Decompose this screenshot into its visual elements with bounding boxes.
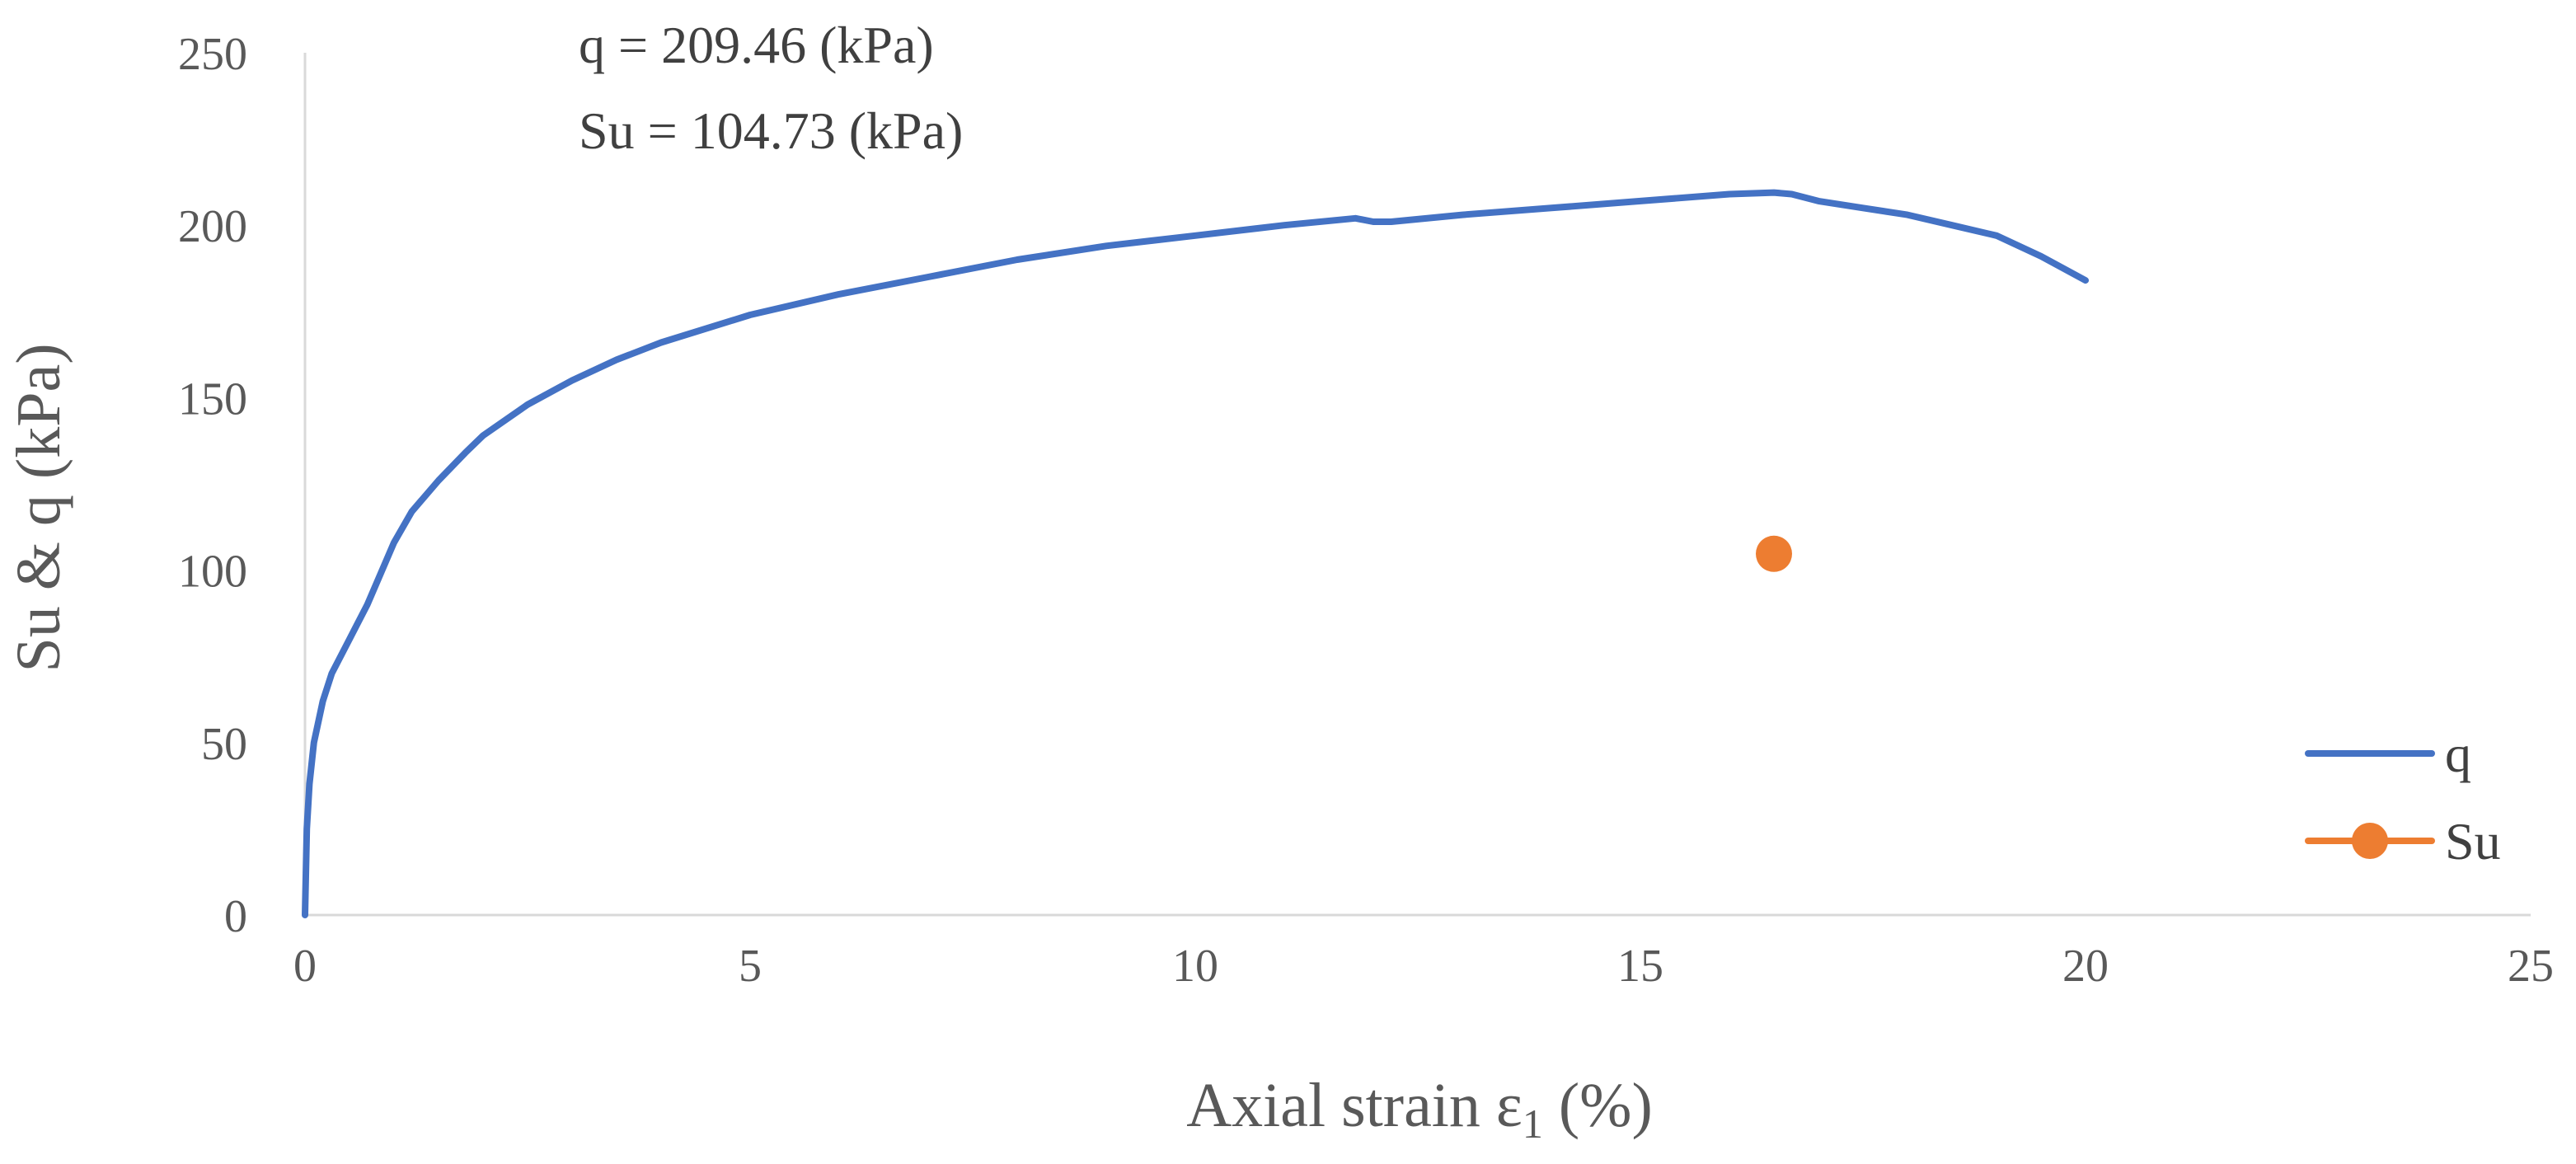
x-axis-title-suffix: (%): [1543, 1071, 1653, 1140]
x-tick-label: 10: [1172, 941, 1218, 992]
x-tick-label: 0: [293, 941, 317, 992]
legend-label-q: q: [2445, 725, 2471, 783]
y-tick-labels: 0 50 100 150 200 250: [178, 29, 247, 942]
y-tick-label: 250: [178, 29, 247, 80]
legend: q Su: [2305, 725, 2501, 871]
annotation-q-peak: q = 209.46 (kPa): [579, 16, 934, 74]
x-tick-label: 20: [2062, 941, 2109, 992]
y-tick-label: 200: [178, 201, 247, 252]
x-tick-label: 15: [1617, 941, 1663, 992]
legend-item-q: q: [2305, 725, 2471, 783]
annotation-su: Su = 104.73 (kPa): [579, 101, 963, 160]
y-tick-label: 0: [224, 891, 247, 942]
x-axis-title-main: Axial strain ε: [1186, 1071, 1523, 1140]
y-axis-title: Su & q (kPa): [4, 344, 73, 673]
legend-marker-su: [2352, 823, 2388, 859]
legend-label-su: Su: [2445, 812, 2501, 871]
x-tick-label: 25: [2508, 941, 2554, 992]
series-point-su: [1756, 535, 1792, 572]
y-tick-label: 50: [201, 719, 247, 770]
y-tick-label: 150: [178, 373, 247, 425]
x-axis-title-subscript: 1: [1523, 1101, 1543, 1147]
legend-item-su: Su: [2305, 812, 2501, 871]
axes: [303, 53, 2531, 917]
series-line-q: [302, 189, 2089, 918]
y-tick-label: 100: [178, 547, 247, 598]
plot-series: [302, 189, 2089, 918]
x-tick-label: 5: [739, 941, 762, 992]
x-axis-title: Axial strain ε1 (%): [1186, 1071, 1653, 1147]
x-tick-labels: 0 5 10 15 20 25: [293, 941, 2554, 992]
